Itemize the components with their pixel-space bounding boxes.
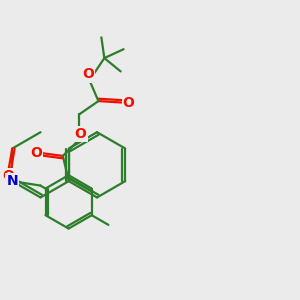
- Text: O: O: [2, 169, 14, 183]
- Text: O: O: [30, 146, 42, 160]
- Text: O: O: [123, 96, 135, 110]
- Text: O: O: [82, 68, 94, 81]
- Text: N: N: [7, 174, 18, 188]
- Text: O: O: [75, 127, 87, 141]
